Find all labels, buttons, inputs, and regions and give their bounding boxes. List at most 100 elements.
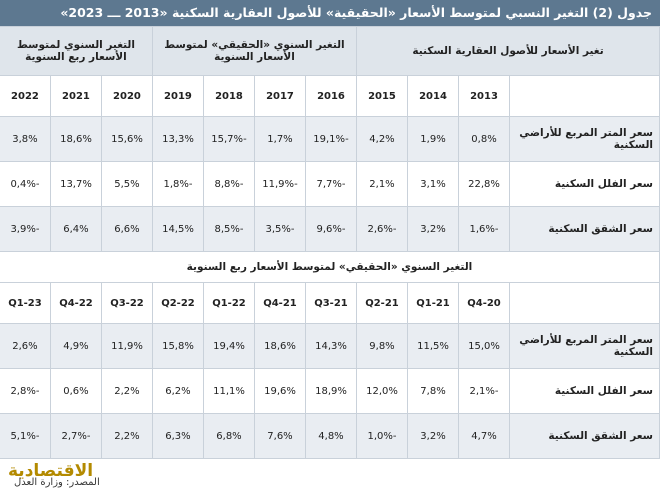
value-cell: -1,8% <box>151 161 204 207</box>
row-label: سعر الشقق السكنية <box>509 206 660 252</box>
value-cell: 1,7% <box>253 116 306 162</box>
data-row: سعر الفلل السكنية 22,8% 3,1% 2,1% -7,7% -11,9… <box>0 161 660 207</box>
group-header: التغير السنوي لمتوسط الأسعار ربع السنوية <box>0 26 153 76</box>
column-header: Q2-22 <box>151 282 204 324</box>
value-cell: 14,3% <box>304 323 357 369</box>
row-label: سعر المتر المربع للأراضي السكنية <box>509 323 660 369</box>
value-cell: -7,7% <box>304 161 357 207</box>
data-row: سعر المتر المربع للأراضي السكنية 15,0% 11,… <box>0 323 660 369</box>
column-header: 21-Q3 <box>304 282 357 324</box>
column-header: 2014 <box>407 75 459 117</box>
table-body: تغير الأسعار للأصول العقارية السكنية التغ… <box>0 26 660 459</box>
value-cell: -0,4% <box>0 161 51 207</box>
value-cell: 9,8% <box>355 323 409 369</box>
value-cell: -5,1% <box>0 413 51 459</box>
value-cell: -2,6% <box>355 206 409 252</box>
value-cell: -1,0% <box>355 413 409 459</box>
value-cell: 15,0% <box>458 323 510 369</box>
group-header: التغير السنوي «الحقيقي» لمتوسط الأسعار ا… <box>151 26 357 76</box>
value-cell: 2,2% <box>100 413 153 459</box>
value-cell: 3,8% <box>0 116 51 162</box>
value-cell: 7,8% <box>407 368 459 414</box>
source: المصدر: وزارة العدل <box>14 477 100 488</box>
value-cell: 11,9% <box>100 323 153 369</box>
data-table: تغير الأسعار للأصول العقارية السكنية التغ… <box>0 26 660 459</box>
value-cell: 6,8% <box>202 413 255 459</box>
column-header: 2016 <box>304 75 357 117</box>
value-cell: -3,9% <box>0 206 51 252</box>
row-label: سعر المتر المربع للأراضي السكنية <box>509 116 660 162</box>
value-cell: -8,5% <box>202 206 255 252</box>
value-cell: 13,3% <box>151 116 204 162</box>
row-label: سعر الشقق السكنية <box>509 413 660 459</box>
value-cell: -3,5% <box>253 206 306 252</box>
group-header-row: تغير الأسعار للأصول العقارية السكنية التغ… <box>0 26 660 76</box>
value-cell: 0,8% <box>458 116 510 162</box>
column-header: 2021 <box>49 75 102 117</box>
value-cell: 2,2% <box>100 368 153 414</box>
empty-cell <box>509 282 660 324</box>
value-cell: -2,8% <box>0 368 51 414</box>
column-header: 2013 <box>458 75 510 117</box>
value-cell: -1,6% <box>458 206 510 252</box>
column-header: 2020 <box>100 75 153 117</box>
column-header: 2019 <box>151 75 204 117</box>
value-cell: 2,1% <box>355 161 409 207</box>
row-label: سعر الفلل السكنية <box>509 161 660 207</box>
value-cell: -15,7% <box>202 116 255 162</box>
value-cell: 22,8% <box>458 161 510 207</box>
value-cell: 18,6% <box>49 116 102 162</box>
empty-cell <box>509 75 660 117</box>
data-row: سعر المتر المربع للأراضي السكنية 0,8% 1,9%… <box>0 116 660 162</box>
value-cell: -9,6% <box>304 206 357 252</box>
row-label: سعر الفلل السكنية <box>509 368 660 414</box>
column-header: 21-Q4 <box>253 282 306 324</box>
logo: الاقتصادية <box>8 461 94 481</box>
value-cell: 18,6% <box>253 323 306 369</box>
column-header: Q2-21 <box>355 282 409 324</box>
column-header: 22-Q1 <box>202 282 255 324</box>
data-row: سعر الفلل السكنية -2,1% 7,8% 12,0% 18,9% 19,6… <box>0 368 660 414</box>
column-header: 2018 <box>202 75 255 117</box>
value-cell: 15,6% <box>100 116 153 162</box>
column-header-row: 2013 2014 2015 2016 2017 2018 2019 2020 2021 2022 <box>0 75 660 117</box>
value-cell: 5,5% <box>100 161 153 207</box>
column-header: 2017 <box>253 75 306 117</box>
column-header: Q4-20 <box>458 282 510 324</box>
value-cell: 19,6% <box>253 368 306 414</box>
footer: الاقتصادية المصدر: وزارة العدل <box>0 459 660 493</box>
column-header: Q1-21 <box>407 282 459 324</box>
column-header: Q1-23 <box>0 282 51 324</box>
value-cell: -2,7% <box>49 413 102 459</box>
value-cell: 4,2% <box>355 116 409 162</box>
value-cell: 4,7% <box>458 413 510 459</box>
column-header: Q3-22 <box>100 282 153 324</box>
value-cell: 11,1% <box>202 368 255 414</box>
value-cell: -19,1% <box>304 116 357 162</box>
value-cell: 18,9% <box>304 368 357 414</box>
column-header-row: Q4-20 Q1-21 Q2-21 21-Q3 21-Q4 22-Q1 Q2-22 Q3-22… <box>0 282 660 324</box>
value-cell: 0,6% <box>49 368 102 414</box>
group-header: تغير الأسعار للأصول العقارية السكنية <box>355 26 660 76</box>
value-cell: -11,9% <box>253 161 306 207</box>
value-cell: 3,2% <box>407 413 459 459</box>
value-cell: 4,8% <box>304 413 357 459</box>
table-title: جدول (2) التغير النسبي لمتوسط الأسعار «ا… <box>0 0 660 26</box>
value-cell: 4,9% <box>49 323 102 369</box>
column-header: 2022 <box>0 75 51 117</box>
data-row: سعر الشقق السكنية 4,7% 3,2% -1,0% 4,8% 7,6% 6,… <box>0 413 660 459</box>
value-cell: 3,2% <box>407 206 459 252</box>
section-heading: التغير السنوي «الحقيقي» لمتوسط الأسعار ر… <box>0 251 660 283</box>
value-cell: -2,1% <box>458 368 510 414</box>
column-header: Q4-22 <box>49 282 102 324</box>
value-cell: 19,4% <box>202 323 255 369</box>
value-cell: 14,5% <box>151 206 204 252</box>
value-cell: 3,1% <box>407 161 459 207</box>
value-cell: 1,9% <box>407 116 459 162</box>
section-heading-row: التغير السنوي «الحقيقي» لمتوسط الأسعار ر… <box>0 251 660 283</box>
value-cell: 12,0% <box>355 368 409 414</box>
value-cell: 6,2% <box>151 368 204 414</box>
value-cell: -8,8% <box>202 161 255 207</box>
value-cell: 7,6% <box>253 413 306 459</box>
